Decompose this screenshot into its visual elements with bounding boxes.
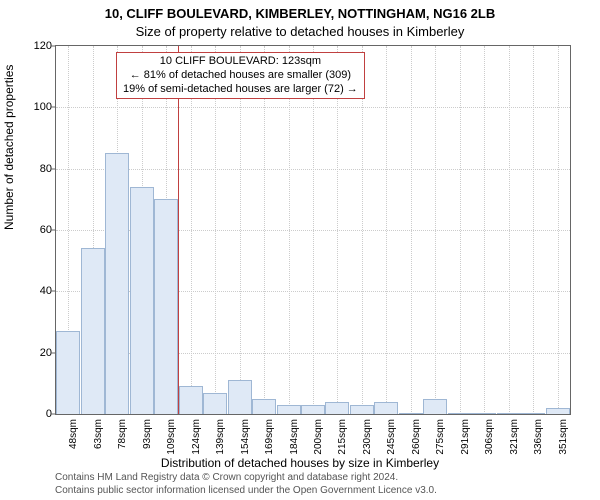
chart-title-sub: Size of property relative to detached ho… <box>0 24 600 39</box>
x-tick-label: 336sqm <box>533 419 544 459</box>
footer-copyright-2: Contains public sector information licen… <box>55 485 437 496</box>
histogram-bar <box>252 399 276 414</box>
gridline-vertical <box>337 46 338 414</box>
histogram-bar <box>546 408 570 414</box>
x-tick-label: 200sqm <box>313 419 324 459</box>
gridline-vertical <box>558 46 559 414</box>
histogram-bar <box>203 393 227 414</box>
gridline-vertical <box>386 46 387 414</box>
plot-area: 10 CLIFF BOULEVARD: 123sqm← 81% of detac… <box>55 45 571 415</box>
x-tick-label: 215sqm <box>337 419 348 459</box>
y-tick-mark <box>51 46 55 47</box>
histogram-bar <box>105 153 129 414</box>
gridline-vertical <box>240 46 241 414</box>
histogram-bar <box>350 405 374 414</box>
annotation-line: 10 CLIFF BOULEVARD: 123sqm <box>123 55 358 69</box>
annotation-line: 19% of semi-detached houses are larger (… <box>123 83 358 97</box>
footer-copyright-1: Contains HM Land Registry data © Crown c… <box>55 472 398 483</box>
gridline-vertical <box>484 46 485 414</box>
histogram-bar <box>399 413 423 414</box>
gridline-vertical <box>215 46 216 414</box>
x-tick-label: 321sqm <box>509 419 520 459</box>
y-tick-label: 80 <box>12 163 52 175</box>
y-tick-mark <box>51 414 55 415</box>
histogram-bar <box>277 405 301 414</box>
y-tick-label: 20 <box>12 347 52 359</box>
histogram-bar <box>448 413 472 414</box>
x-tick-label: 275sqm <box>435 419 446 459</box>
x-tick-label: 154sqm <box>240 419 251 459</box>
annotation-line: ← 81% of detached houses are smaller (30… <box>123 69 358 83</box>
y-tick-label: 40 <box>12 285 52 297</box>
x-tick-label: 230sqm <box>362 419 373 459</box>
annotation-box: 10 CLIFF BOULEVARD: 123sqm← 81% of detac… <box>116 52 365 99</box>
gridline-vertical <box>313 46 314 414</box>
histogram-bar <box>179 386 203 414</box>
gridline-vertical <box>362 46 363 414</box>
x-tick-label: 169sqm <box>264 419 275 459</box>
histogram-bar <box>325 402 349 414</box>
gridline-vertical <box>264 46 265 414</box>
y-tick-mark <box>51 107 55 108</box>
gridline-vertical <box>289 46 290 414</box>
y-tick-label: 120 <box>12 40 52 52</box>
x-tick-label: 184sqm <box>289 419 300 459</box>
reference-line <box>178 46 179 414</box>
x-tick-label: 48sqm <box>68 419 79 459</box>
x-tick-label: 78sqm <box>117 419 128 459</box>
y-tick-mark <box>51 168 55 169</box>
y-tick-mark <box>51 230 55 231</box>
x-tick-label: 260sqm <box>411 419 422 459</box>
histogram-bar <box>497 413 521 414</box>
y-tick-mark <box>51 352 55 353</box>
gridline-vertical <box>533 46 534 414</box>
y-axis-label: Number of detached properties <box>2 65 16 230</box>
histogram-bar <box>228 380 252 414</box>
chart-title-main: 10, CLIFF BOULEVARD, KIMBERLEY, NOTTINGH… <box>0 6 600 21</box>
x-tick-label: 63sqm <box>93 419 104 459</box>
x-tick-label: 245sqm <box>386 419 397 459</box>
histogram-chart: 10, CLIFF BOULEVARD, KIMBERLEY, NOTTINGH… <box>0 0 600 500</box>
histogram-bar <box>56 331 80 414</box>
gridline-vertical <box>435 46 436 414</box>
gridline-vertical <box>509 46 510 414</box>
histogram-bar <box>130 187 154 414</box>
x-tick-label: 139sqm <box>215 419 226 459</box>
y-tick-label: 100 <box>12 101 52 113</box>
histogram-bar <box>521 413 545 414</box>
y-tick-label: 0 <box>12 408 52 420</box>
gridline-vertical <box>460 46 461 414</box>
histogram-bar <box>423 399 447 414</box>
x-tick-label: 291sqm <box>460 419 471 459</box>
gridline-vertical <box>191 46 192 414</box>
histogram-bar <box>301 405 325 414</box>
gridline-vertical <box>411 46 412 414</box>
x-tick-label: 306sqm <box>484 419 495 459</box>
x-tick-label: 351sqm <box>558 419 569 459</box>
histogram-bar <box>472 413 496 414</box>
y-tick-mark <box>51 291 55 292</box>
x-tick-label: 93sqm <box>142 419 153 459</box>
histogram-bar <box>81 248 105 414</box>
x-tick-label: 109sqm <box>166 419 177 459</box>
histogram-bar <box>154 199 178 414</box>
x-tick-label: 124sqm <box>191 419 202 459</box>
y-tick-label: 60 <box>12 224 52 236</box>
histogram-bar <box>374 402 398 414</box>
